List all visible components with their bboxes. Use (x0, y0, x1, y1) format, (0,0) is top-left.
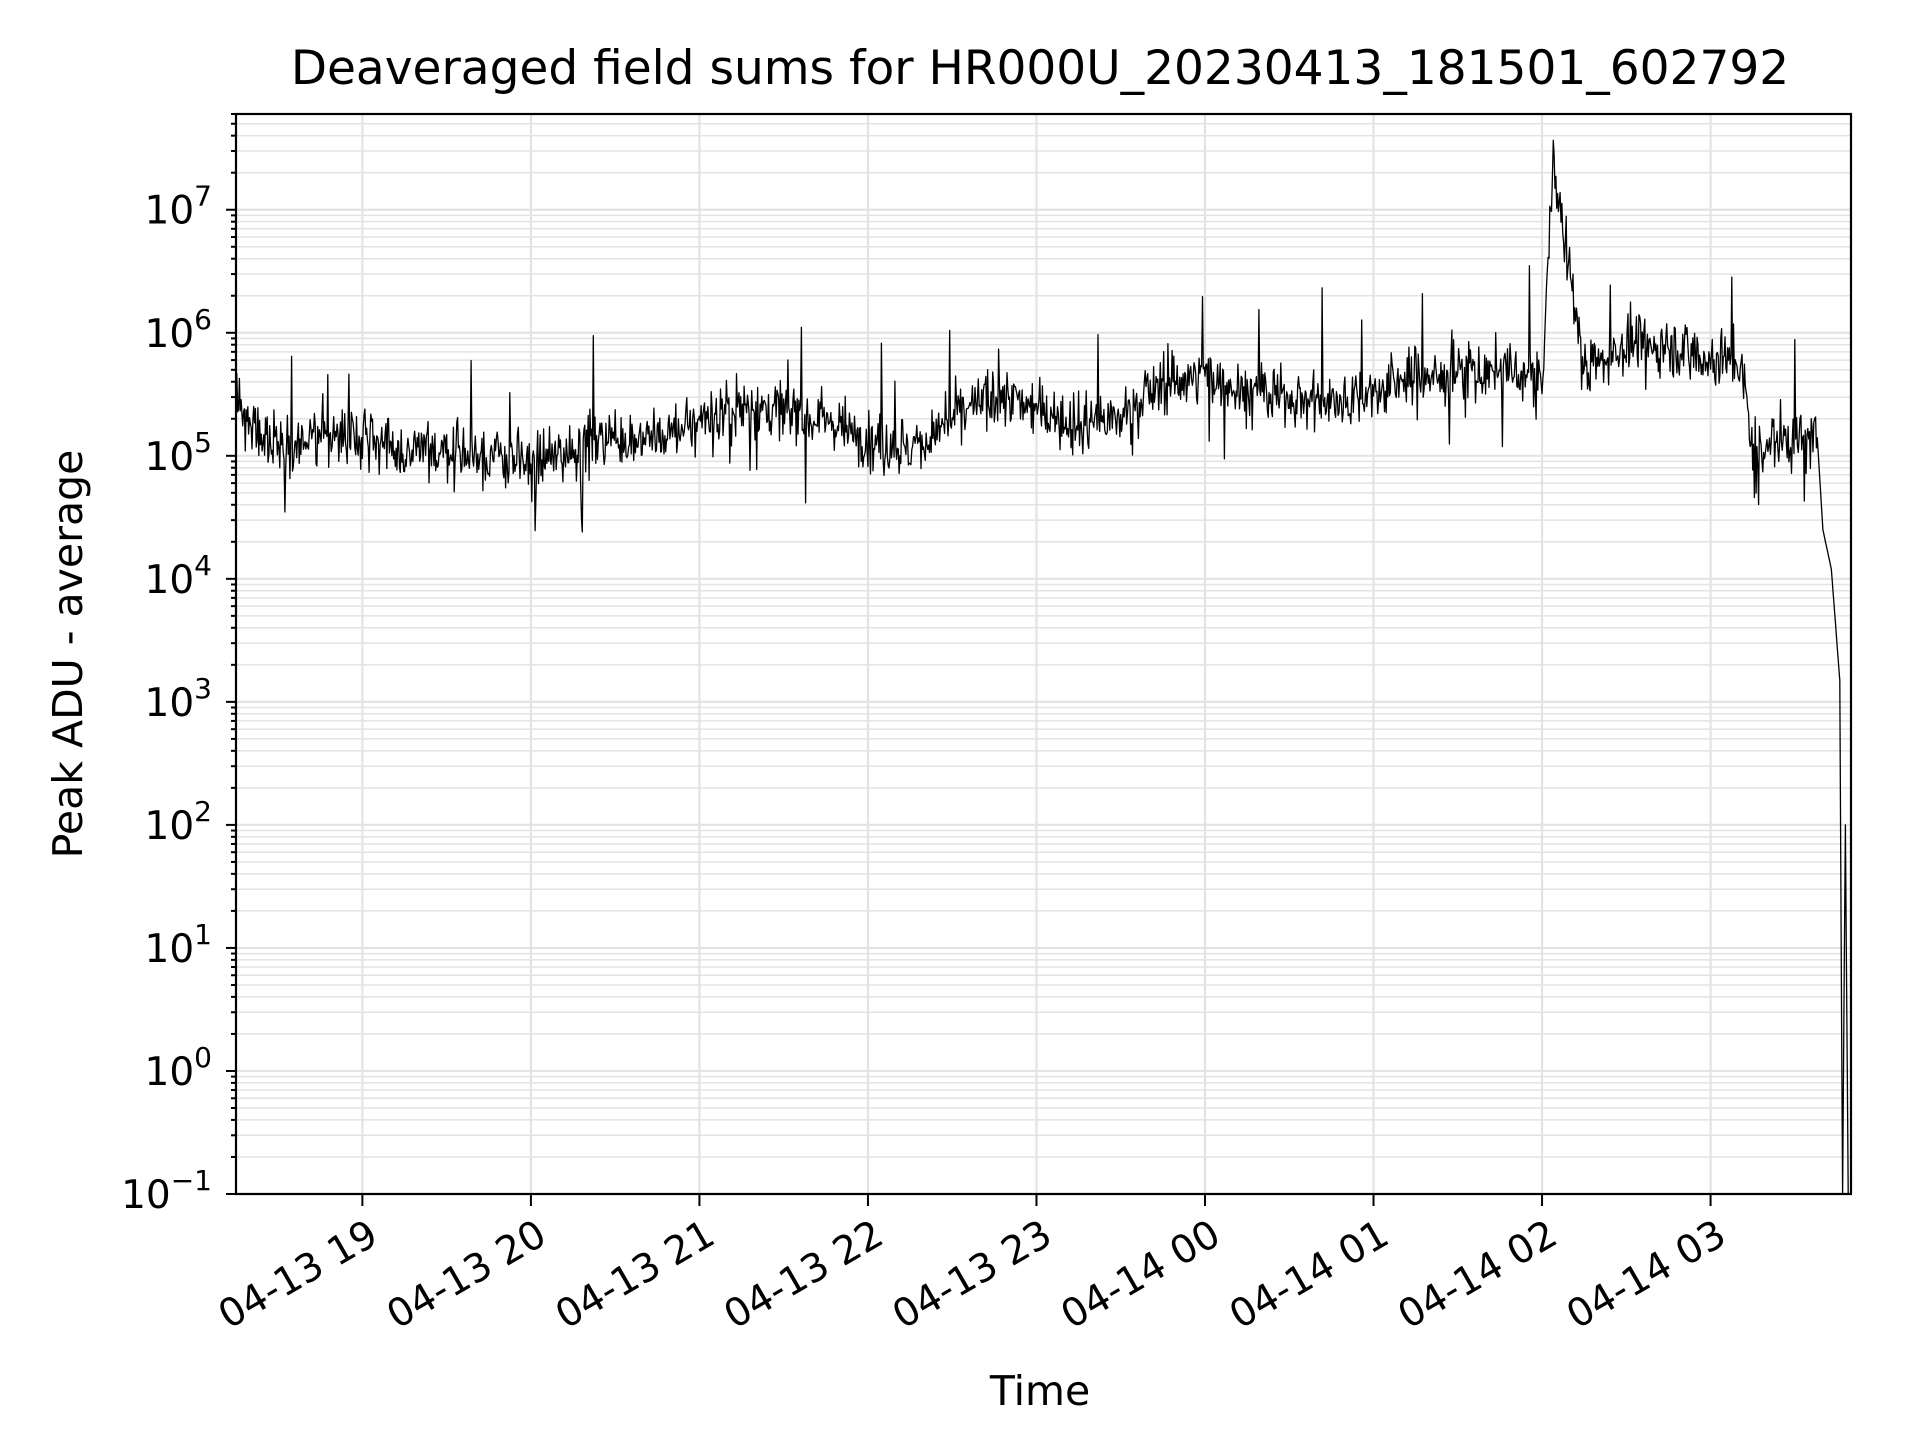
y-tick-label: 102 (145, 795, 212, 849)
y-tick-exponent: 1 (194, 918, 212, 951)
y-tick-label: 100 (145, 1041, 212, 1095)
series-layer (235, 139, 1849, 1195)
y-tick-base: 10 (145, 927, 195, 972)
plot-frame (234, 112, 1853, 1196)
y-tick-base: 10 (145, 1050, 195, 1095)
y-tick-exponent: 2 (194, 795, 212, 828)
y-tick-base: 10 (145, 681, 195, 726)
series-line-0 (235, 139, 1849, 1195)
y-tick-label: 104 (145, 549, 212, 603)
y-tick-exponent: 6 (194, 303, 212, 336)
minor-gridlines (236, 113, 1851, 1158)
y-tick-label: 103 (145, 672, 212, 726)
y-tick-exponent: 3 (194, 672, 212, 705)
y-tick-label: 107 (145, 180, 212, 234)
y-tick-exponent: 0 (194, 1041, 212, 1074)
y-tick-label: 10−1 (121, 1164, 212, 1218)
chart-title: Deaveraged field sums for HR000U_2023041… (291, 41, 1789, 96)
y-tick-exponent: 5 (194, 426, 212, 459)
y-axis-label: Peak ADU - average (44, 450, 92, 859)
y-tick-base: 10 (145, 189, 195, 234)
y-tick-label: 101 (145, 918, 212, 972)
y-tick-label: 105 (145, 426, 212, 480)
y-tick-exponent: 4 (194, 549, 212, 582)
y-tick-base: 10 (145, 804, 195, 849)
y-tick-base: 10 (145, 312, 195, 357)
y-tick-base: 10 (145, 558, 195, 603)
y-tick-base: 10 (145, 435, 195, 480)
y-tick-label: 106 (145, 303, 212, 357)
y-tick-exponent: 7 (194, 180, 212, 213)
y-tick-exponent: −1 (171, 1164, 212, 1197)
x-axis-label: Time (989, 1367, 1090, 1415)
y-tick-base: 10 (121, 1173, 171, 1218)
